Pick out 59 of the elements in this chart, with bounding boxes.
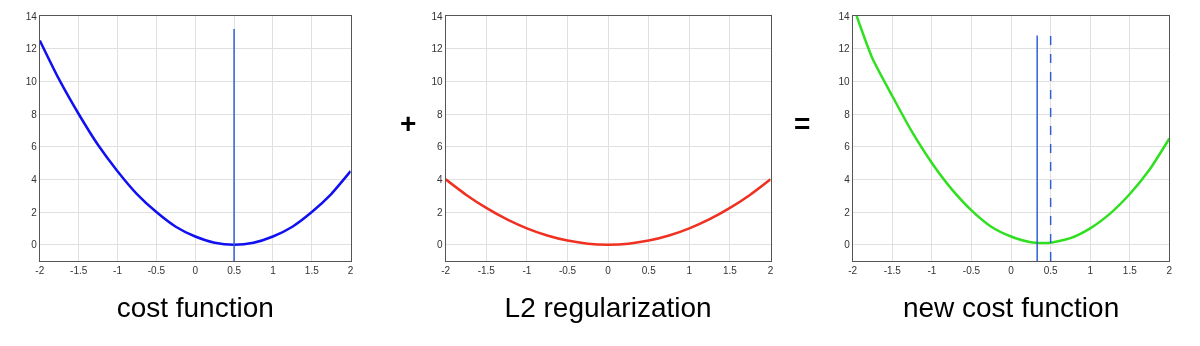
x-tick-label: -2 bbox=[35, 265, 45, 276]
x-tick-label: -1.5 bbox=[70, 265, 88, 276]
y-tick-label: 4 bbox=[437, 173, 444, 185]
x-tick-label: 0.5 bbox=[1043, 265, 1059, 276]
x-tick-label: 0 bbox=[605, 265, 612, 276]
x-tick-label: 0.5 bbox=[227, 265, 242, 276]
y-tick-label: 8 bbox=[31, 108, 38, 120]
x-tick-label: 1 bbox=[1087, 265, 1094, 276]
x-tick-label: -0.5 bbox=[558, 265, 577, 276]
x-tick-label: -0.5 bbox=[147, 265, 166, 276]
y-tick-label: 4 bbox=[31, 173, 38, 185]
x-tick-label: -1 bbox=[113, 265, 123, 276]
line-series bbox=[445, 178, 771, 246]
x-axis-title: cost function bbox=[116, 292, 274, 324]
y-tick-label: 12 bbox=[25, 43, 38, 55]
x-tick-label: 1.5 bbox=[304, 265, 320, 276]
x-tick-label: -2 bbox=[441, 265, 451, 276]
y-tick-label: 12 bbox=[431, 43, 444, 55]
x-tick-label: 2 bbox=[1166, 265, 1173, 276]
y-tick-label: 2 bbox=[844, 206, 851, 218]
text: + bbox=[400, 108, 417, 139]
y-tick-label: 6 bbox=[437, 141, 444, 153]
y-tick-label: 0 bbox=[844, 239, 851, 251]
y-tick-label: 0 bbox=[31, 239, 38, 251]
x-tick-label: 2 bbox=[347, 265, 354, 276]
x-tick-label: 0 bbox=[1008, 265, 1015, 276]
y-tick-label: 12 bbox=[838, 43, 851, 55]
y-tick-label: 6 bbox=[31, 141, 38, 153]
y-tick-label: 6 bbox=[844, 141, 851, 153]
y-tick-label: 0 bbox=[437, 239, 444, 251]
x-tick-label: 1.5 bbox=[1122, 265, 1138, 276]
line-series bbox=[39, 39, 351, 246]
y-tick-label: 14 bbox=[838, 10, 851, 22]
y-tick-label: 2 bbox=[437, 206, 444, 218]
y-tick-label: 14 bbox=[431, 10, 444, 22]
y-tick-label: 8 bbox=[437, 108, 444, 120]
x-tick-label: 1 bbox=[270, 265, 277, 276]
y-tick-label: 2 bbox=[31, 206, 38, 218]
y-tick-label: 10 bbox=[838, 75, 851, 87]
x-tick-label: -1.5 bbox=[883, 265, 902, 276]
x-tick-label: 1 bbox=[686, 265, 693, 276]
y-tick-label: 10 bbox=[431, 75, 444, 87]
x-tick-label: -1 bbox=[522, 265, 532, 276]
x-tick-label: -1 bbox=[927, 265, 937, 276]
y-tick-label: 4 bbox=[844, 173, 851, 185]
x-tick-label: -0.5 bbox=[962, 265, 981, 276]
x-tick-label: -2 bbox=[848, 265, 858, 276]
y-tick-label: 14 bbox=[25, 10, 38, 22]
x-tick-label: 2 bbox=[767, 265, 774, 276]
x-tick-label: 1.5 bbox=[723, 265, 738, 276]
x-tick-label: -1.5 bbox=[477, 265, 496, 276]
text: = bbox=[794, 108, 811, 139]
x-tick-label: 0 bbox=[192, 265, 199, 276]
line-series bbox=[855, 16, 1170, 245]
x-axis-title: L2 regularization bbox=[504, 292, 712, 324]
x-axis-title: new cost function bbox=[902, 292, 1120, 324]
x-tick-label: 0.5 bbox=[641, 265, 657, 276]
y-tick-label: 8 bbox=[844, 108, 851, 120]
y-tick-label: 10 bbox=[25, 75, 38, 87]
